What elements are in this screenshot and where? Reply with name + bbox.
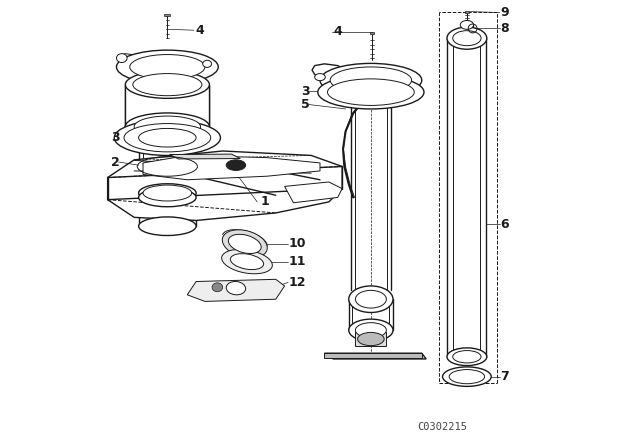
Ellipse shape [447,348,487,366]
Ellipse shape [222,230,268,258]
Ellipse shape [328,79,414,105]
Polygon shape [465,11,468,13]
Text: 5: 5 [301,98,310,111]
Text: 10: 10 [289,237,307,250]
Ellipse shape [452,30,481,46]
Polygon shape [188,279,285,302]
Polygon shape [108,151,342,198]
Text: 11: 11 [289,255,307,268]
Ellipse shape [349,286,393,313]
Polygon shape [164,14,170,16]
Ellipse shape [139,188,196,207]
Ellipse shape [355,290,387,308]
Ellipse shape [358,332,384,346]
Ellipse shape [315,73,325,81]
Ellipse shape [116,54,127,63]
Text: 9: 9 [500,6,509,19]
Text: 12: 12 [289,276,307,289]
Polygon shape [108,167,342,220]
Text: 4: 4 [195,24,204,37]
Polygon shape [285,182,342,203]
Ellipse shape [228,234,261,254]
Ellipse shape [452,350,481,363]
Ellipse shape [130,55,205,79]
Text: 3: 3 [111,131,120,144]
Polygon shape [324,353,426,359]
Text: 7: 7 [500,370,509,383]
Ellipse shape [460,21,474,29]
Ellipse shape [226,281,246,295]
Ellipse shape [139,184,196,202]
Ellipse shape [447,27,487,49]
Ellipse shape [349,319,393,341]
Text: C0302215: C0302215 [417,422,467,432]
Ellipse shape [212,283,223,292]
Ellipse shape [318,75,424,109]
Polygon shape [355,332,387,346]
Text: 3: 3 [301,85,310,98]
Ellipse shape [125,113,209,140]
Ellipse shape [134,116,200,137]
Ellipse shape [355,323,387,338]
Ellipse shape [320,64,422,97]
Ellipse shape [330,67,412,94]
Ellipse shape [221,250,273,274]
Ellipse shape [116,50,218,84]
Text: 6: 6 [500,217,509,231]
Ellipse shape [442,367,492,386]
Text: 1: 1 [260,195,269,208]
Text: 4: 4 [333,25,342,38]
Polygon shape [324,353,422,358]
Text: 8: 8 [500,22,509,35]
Ellipse shape [139,129,196,147]
Text: 2: 2 [111,155,120,168]
Ellipse shape [133,73,202,96]
Ellipse shape [226,160,246,171]
Polygon shape [170,154,241,159]
Ellipse shape [143,185,192,201]
Ellipse shape [115,120,220,155]
Ellipse shape [230,254,264,270]
Polygon shape [125,85,209,127]
Ellipse shape [139,217,196,236]
Ellipse shape [449,370,484,384]
Polygon shape [370,31,374,34]
Ellipse shape [203,60,212,67]
Ellipse shape [124,124,211,152]
Ellipse shape [125,71,209,99]
Polygon shape [143,155,320,180]
